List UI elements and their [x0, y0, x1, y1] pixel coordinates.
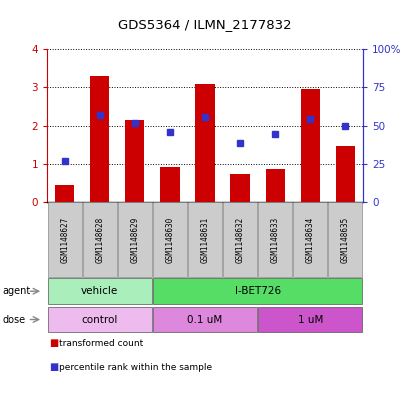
Text: percentile rank within the sample: percentile rank within the sample [59, 363, 212, 371]
Text: vehicle: vehicle [81, 286, 118, 296]
Text: agent: agent [2, 286, 30, 296]
Bar [300, 88, 319, 202]
Text: GDS5364 / ILMN_2177832: GDS5364 / ILMN_2177832 [118, 18, 291, 31]
Bar [125, 120, 144, 202]
Text: GSM1148630: GSM1148630 [165, 217, 174, 263]
Text: dose: dose [2, 314, 25, 325]
Text: 0.1 uM: 0.1 uM [187, 314, 222, 325]
Text: GSM1148635: GSM1148635 [340, 217, 349, 263]
Text: 1 uM: 1 uM [297, 314, 322, 325]
Text: I-BET726: I-BET726 [234, 286, 280, 296]
Bar [230, 174, 249, 202]
Text: transformed count: transformed count [59, 339, 143, 348]
Text: ■: ■ [49, 338, 58, 349]
Text: control: control [81, 314, 118, 325]
Bar [335, 146, 354, 202]
Text: GSM1148627: GSM1148627 [60, 217, 69, 263]
Bar [90, 76, 109, 202]
Text: GSM1148634: GSM1148634 [305, 217, 314, 263]
Text: GSM1148628: GSM1148628 [95, 217, 104, 263]
Text: GSM1148632: GSM1148632 [235, 217, 244, 263]
Text: GSM1148633: GSM1148633 [270, 217, 279, 263]
Text: GSM1148629: GSM1148629 [130, 217, 139, 263]
Bar [55, 185, 74, 202]
Text: GSM1148631: GSM1148631 [200, 217, 209, 263]
Bar [265, 169, 284, 202]
Text: ■: ■ [49, 362, 58, 372]
Bar [160, 167, 179, 202]
Bar [195, 84, 214, 202]
